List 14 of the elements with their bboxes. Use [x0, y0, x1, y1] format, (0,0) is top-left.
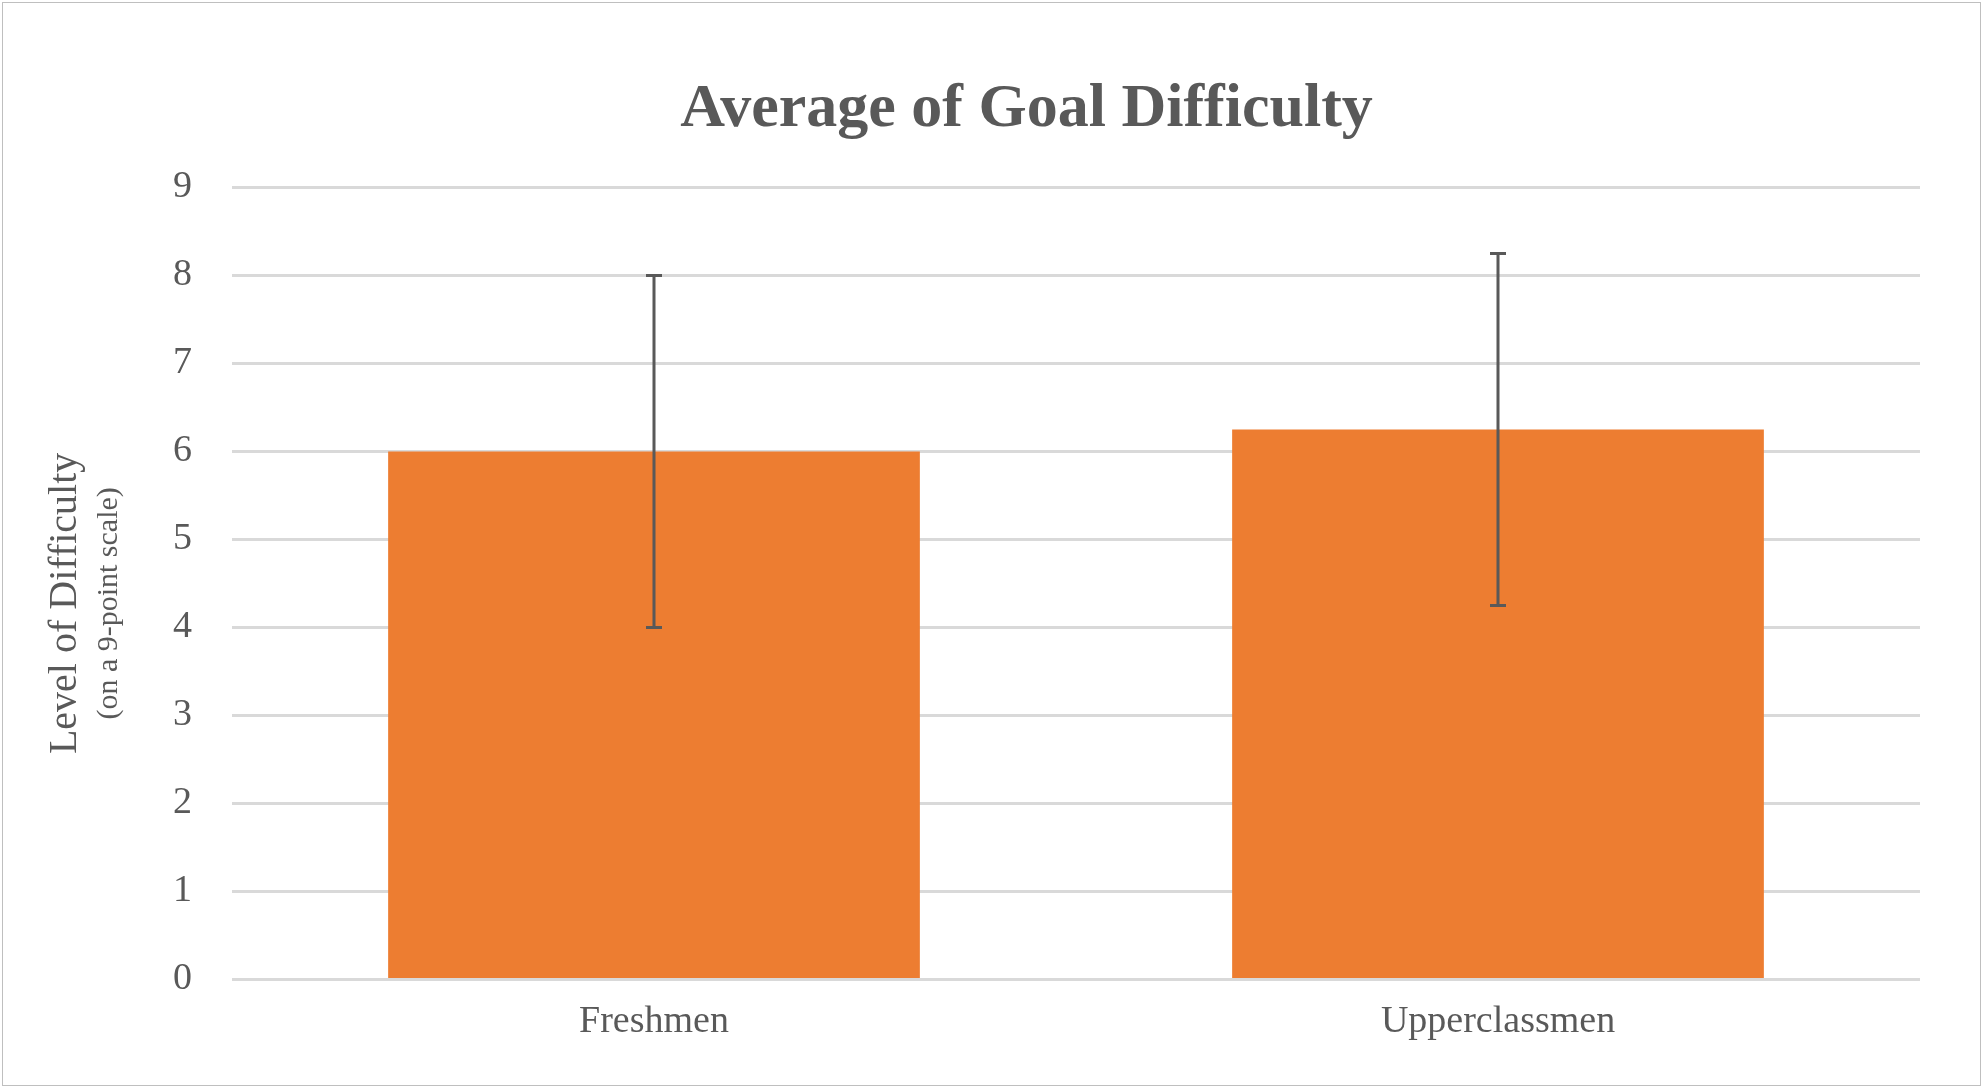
y-tick-label: 5: [173, 515, 192, 558]
y-tick-label: 0: [173, 955, 192, 998]
y-tick-label: 6: [173, 427, 192, 470]
chart-title: Average of Goal Difficulty: [680, 71, 1373, 140]
y-tick-label: 4: [173, 603, 192, 646]
y-tick-label: 9: [173, 163, 192, 206]
y-tick-label: 1: [173, 867, 192, 910]
y-axis-title: Level of Difficulty (on a 9-point scale): [39, 452, 124, 755]
x-tick-label: Freshmen: [579, 998, 729, 1041]
y-tick-label: 7: [173, 339, 192, 382]
y-tick-label: 2: [173, 779, 192, 822]
y-tick-label: 3: [173, 691, 192, 734]
x-tick-label: Upperclassmen: [1380, 998, 1616, 1041]
y-tick-label: 8: [173, 251, 192, 294]
